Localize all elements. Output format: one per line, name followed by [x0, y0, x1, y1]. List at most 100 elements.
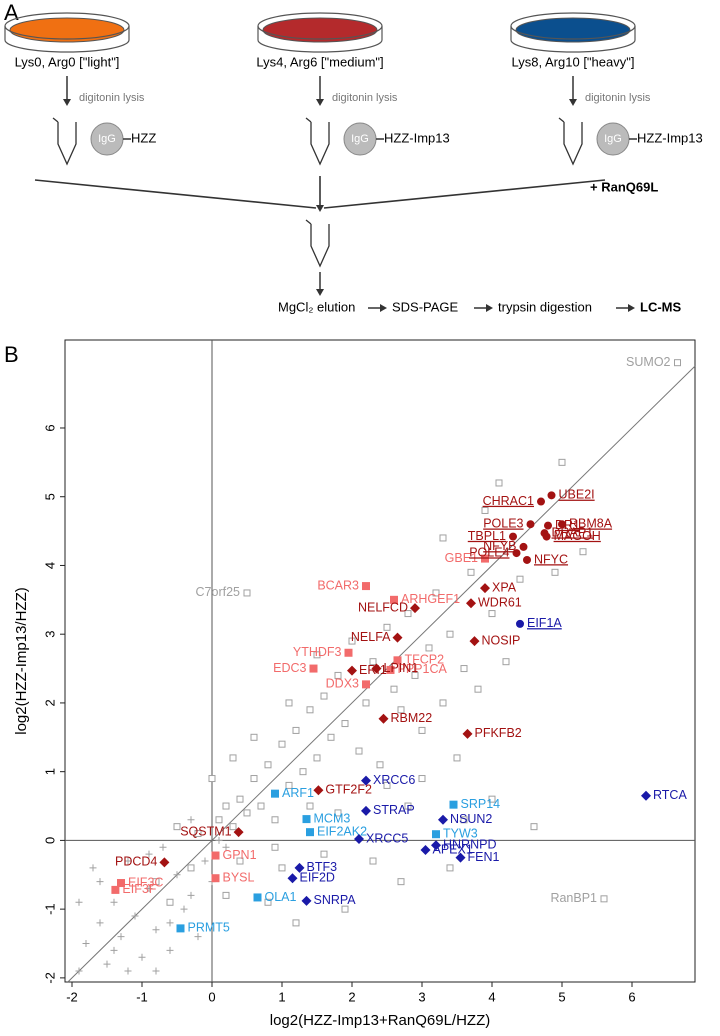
point — [201, 857, 209, 865]
point — [159, 857, 170, 868]
point — [75, 898, 83, 906]
dish-rim — [4, 12, 130, 40]
point-label: STRAP — [373, 803, 415, 817]
point-label: BCAR3 — [317, 578, 359, 592]
point — [110, 898, 118, 906]
point — [481, 554, 489, 563]
point — [334, 671, 342, 679]
converge — [34, 179, 317, 209]
point — [131, 912, 139, 920]
x-tick-label: 3 — [418, 989, 425, 1004]
point — [542, 532, 551, 541]
point — [211, 851, 220, 860]
point — [516, 619, 524, 628]
arrow-head — [63, 99, 71, 106]
tube — [305, 117, 330, 166]
condition-label: Lys4, Arg6 ["medium"] — [256, 54, 383, 69]
point — [390, 595, 398, 604]
point — [222, 843, 230, 851]
point — [117, 933, 125, 941]
bait-label: HZZ — [131, 130, 156, 145]
antibody-label: IgG — [98, 133, 116, 145]
point — [306, 828, 314, 837]
point — [354, 834, 364, 845]
x-tick-label: 0 — [208, 989, 215, 1004]
point — [355, 747, 363, 755]
y-tick-label: 3 — [42, 631, 57, 638]
point-label: PPP1CA — [398, 662, 448, 676]
point — [250, 733, 258, 741]
point-label: TYW3 — [443, 827, 478, 841]
point — [420, 845, 431, 856]
point — [166, 919, 174, 927]
point-label: TFCP2 — [405, 653, 445, 667]
y-tick-label: 2 — [42, 699, 57, 706]
point — [530, 823, 538, 831]
point — [404, 802, 412, 810]
point — [446, 630, 454, 638]
point — [466, 598, 476, 609]
point — [187, 864, 195, 872]
condition-label: Lys8, Arg10 ["heavy"] — [512, 54, 635, 69]
point-label: SNRPA — [314, 893, 357, 907]
point — [449, 800, 458, 809]
point — [341, 720, 349, 728]
point-label: DRAP1 — [552, 525, 594, 539]
dish-medium — [9, 17, 125, 43]
step-label: digitonin lysis — [332, 92, 398, 104]
point — [145, 885, 153, 893]
point — [294, 862, 305, 873]
addition-label: + RanQ69L — [590, 179, 658, 194]
point — [455, 852, 466, 863]
step-label: digitonin lysis — [585, 92, 651, 104]
point — [309, 664, 318, 673]
point — [383, 623, 391, 631]
antibody-label: IgG — [604, 133, 622, 145]
point — [233, 827, 244, 838]
point — [348, 637, 356, 645]
point — [544, 521, 552, 530]
point — [432, 589, 440, 597]
point — [551, 568, 559, 576]
point-label: APEX1 — [433, 842, 473, 856]
point-label: NOSIP — [482, 633, 521, 647]
point — [495, 479, 503, 487]
point — [579, 548, 587, 556]
point — [187, 816, 195, 824]
point — [236, 795, 244, 803]
point — [362, 699, 370, 707]
point — [173, 823, 181, 831]
arrow-head — [569, 99, 577, 106]
point — [488, 610, 496, 618]
panel-label: B — [4, 342, 19, 367]
point — [287, 873, 298, 884]
point — [361, 775, 371, 786]
point — [236, 857, 244, 865]
point — [166, 898, 174, 906]
point — [674, 359, 681, 367]
point — [512, 549, 521, 558]
point-label: XPA — [492, 580, 517, 594]
point-label: RBM22 — [391, 711, 433, 725]
point — [558, 520, 566, 529]
point-label: SQSTM1 — [180, 824, 231, 838]
point-label: MAGOH — [554, 529, 601, 543]
workflow-step: trypsin digestion — [498, 299, 592, 314]
point — [313, 785, 324, 796]
x-tick-label: 6 — [628, 989, 635, 1004]
point — [509, 532, 517, 541]
point-label: BTF3 — [307, 860, 338, 874]
workflow-step: LC-MS — [640, 299, 681, 314]
point-label: GTF2F2 — [325, 783, 372, 797]
diagonal-line — [67, 365, 696, 983]
point — [462, 728, 473, 739]
point — [215, 836, 223, 844]
point-label: BYSL — [223, 871, 255, 885]
point — [271, 816, 279, 824]
point — [215, 816, 223, 824]
point — [138, 953, 146, 961]
point — [302, 815, 311, 824]
x-tick-label: 4 — [488, 989, 495, 1004]
point — [600, 895, 608, 903]
point — [96, 919, 104, 927]
